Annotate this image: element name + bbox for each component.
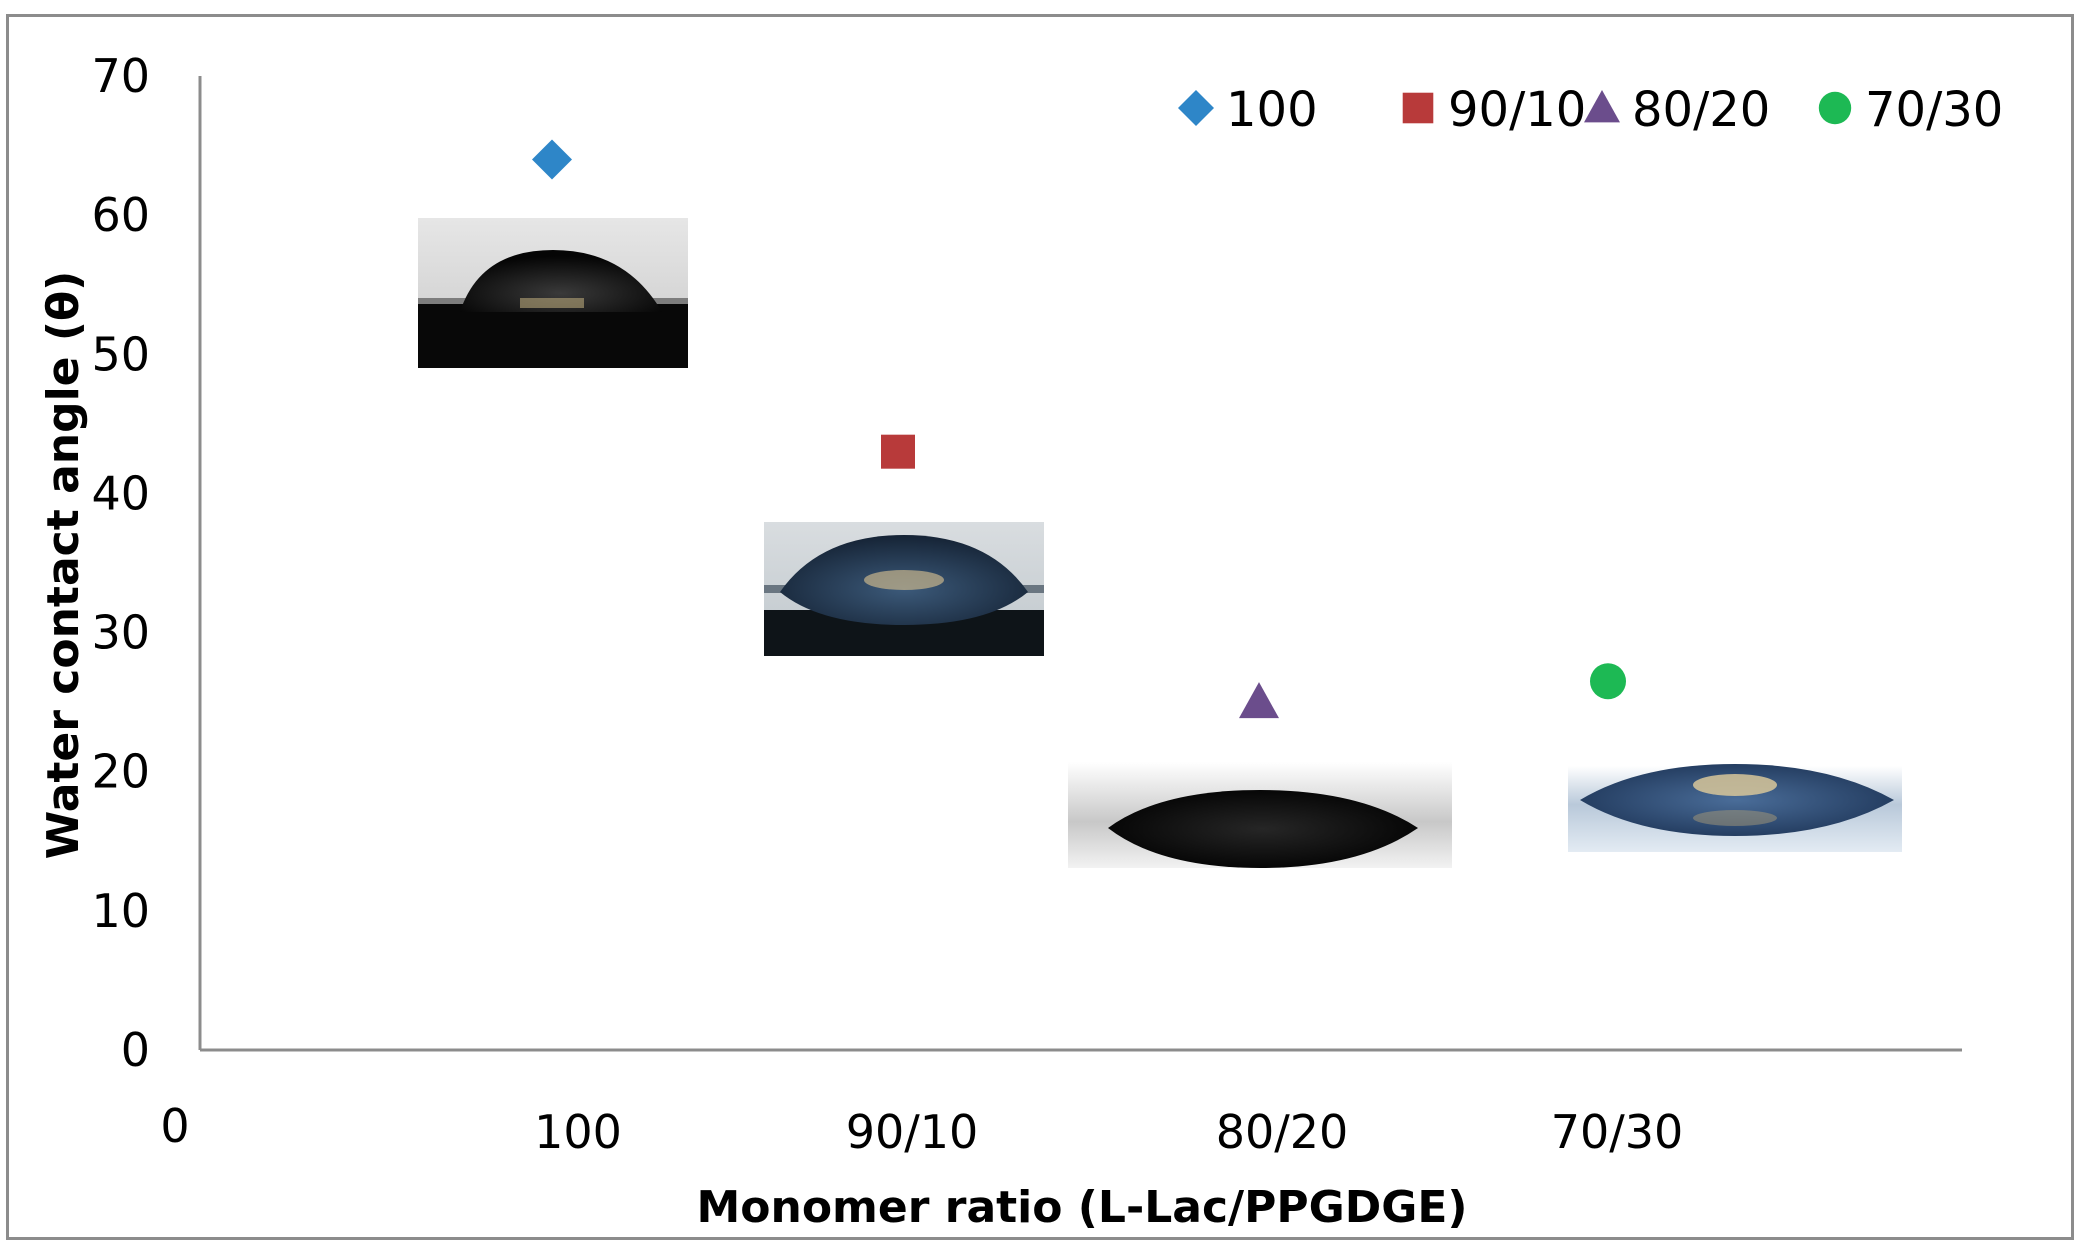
data-point — [532, 139, 572, 180]
data-point — [881, 434, 915, 469]
y-tick-label: 20 — [91, 745, 150, 799]
y-axis-title: Water contact angle (θ) — [38, 271, 89, 860]
legend-label: 70/30 — [1865, 82, 2003, 138]
droplet-photo-90-10 — [764, 522, 1044, 656]
y-tick-label: 30 — [91, 606, 150, 660]
legend-label: 90/10 — [1448, 82, 1586, 138]
x-tick-label: 80/20 — [1216, 1105, 1349, 1159]
legend-marker — [1818, 91, 1852, 125]
y-tick-label: 40 — [91, 466, 150, 520]
droplet-photo-70-30 — [1568, 764, 1902, 852]
legend-marker — [1402, 92, 1434, 124]
y-tick-label: 0 — [121, 1023, 150, 1077]
y-tick-label: 50 — [91, 327, 150, 381]
data-point — [1590, 663, 1626, 700]
droplet-photo-80-20 — [1068, 762, 1452, 882]
x-tick-label: 70/30 — [1551, 1105, 1684, 1159]
droplet-photo-100 — [418, 218, 688, 368]
y-tick-label: 70 — [91, 49, 150, 103]
legend-marker — [1584, 90, 1620, 123]
legend: 100 90/10 80/20 70/30 — [1178, 82, 2003, 138]
x-axis-title: Monomer ratio (L-Lac/PPGDGE) — [696, 1182, 1467, 1233]
legend-label: 100 — [1226, 82, 1318, 138]
legend-label: 80/20 — [1632, 82, 1770, 138]
y-tick-label: 60 — [91, 188, 150, 242]
legend-marker — [1178, 90, 1214, 126]
y-tick-label: 10 — [91, 884, 150, 938]
x-tick-label: 100 — [534, 1105, 622, 1159]
x-tick-label: 90/10 — [846, 1105, 979, 1159]
x-origin-label: 0 — [160, 1099, 189, 1153]
data-point — [1239, 682, 1279, 719]
